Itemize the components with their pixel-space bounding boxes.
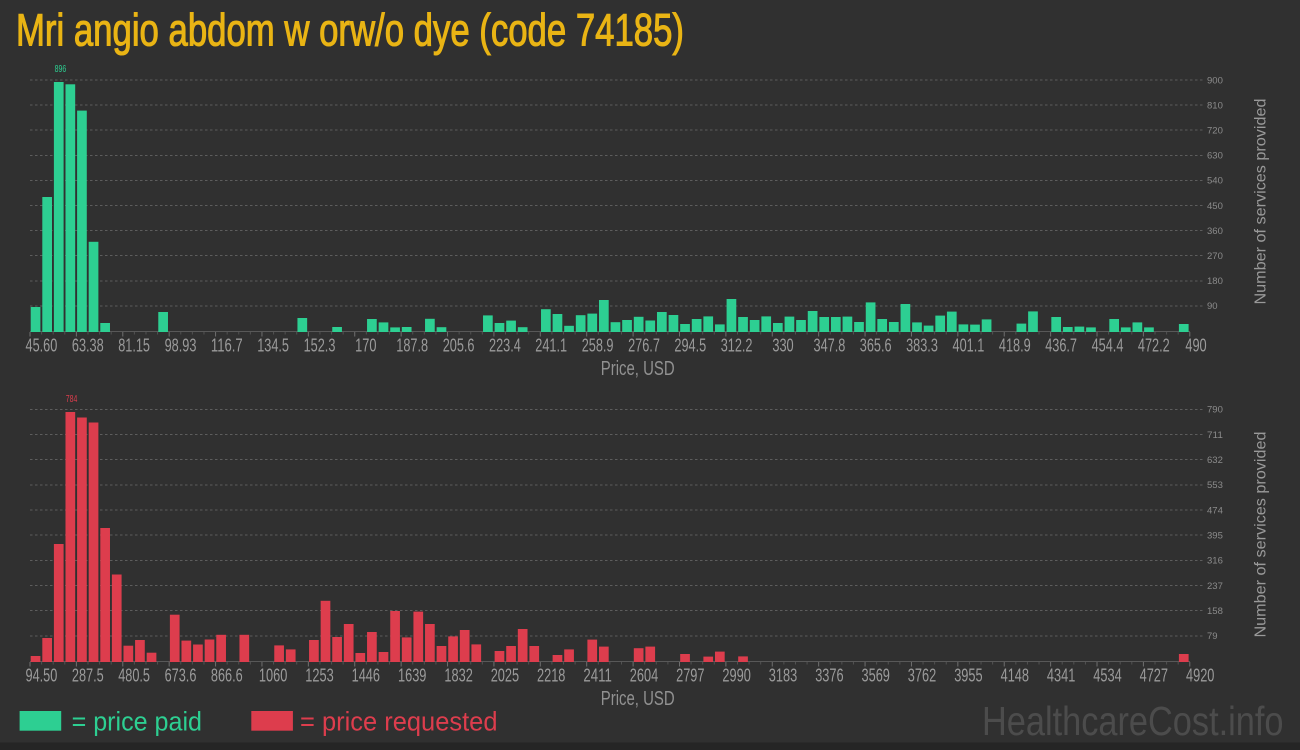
svg-text:187.8: 187.8 bbox=[396, 334, 428, 355]
svg-text:270: 270 bbox=[1207, 251, 1223, 262]
svg-text:237: 237 bbox=[1207, 581, 1223, 592]
svg-text:258.9: 258.9 bbox=[582, 334, 614, 355]
svg-text:365.6: 365.6 bbox=[860, 334, 892, 355]
svg-text:436.7: 436.7 bbox=[1045, 334, 1077, 355]
svg-text:553: 553 bbox=[1207, 480, 1223, 491]
svg-text:673.6: 673.6 bbox=[165, 664, 197, 685]
svg-text:790: 790 bbox=[1207, 405, 1223, 416]
svg-text:98.93: 98.93 bbox=[165, 334, 197, 355]
svg-text:630: 630 bbox=[1207, 151, 1223, 162]
svg-text:3376: 3376 bbox=[815, 664, 843, 685]
svg-text:3569: 3569 bbox=[862, 664, 890, 685]
svg-text:4341: 4341 bbox=[1047, 664, 1075, 685]
svg-text:2604: 2604 bbox=[630, 664, 658, 685]
svg-text:Price, USD: Price, USD bbox=[601, 357, 675, 380]
svg-text:472.2: 472.2 bbox=[1138, 334, 1170, 355]
svg-text:347.8: 347.8 bbox=[814, 334, 846, 355]
svg-text:2990: 2990 bbox=[722, 664, 750, 685]
svg-text:3183: 3183 bbox=[769, 664, 797, 685]
svg-text:94.50: 94.50 bbox=[26, 664, 58, 685]
svg-text:Price, USD: Price, USD bbox=[601, 687, 675, 710]
svg-text:3762: 3762 bbox=[908, 664, 936, 685]
svg-text:287.5: 287.5 bbox=[72, 664, 104, 685]
svg-text:720: 720 bbox=[1207, 126, 1223, 137]
svg-text:4534: 4534 bbox=[1093, 664, 1121, 685]
svg-text:= price requested: = price requested bbox=[300, 707, 498, 737]
svg-text:81.15: 81.15 bbox=[118, 334, 150, 355]
svg-text:4727: 4727 bbox=[1140, 664, 1168, 685]
svg-text:784: 784 bbox=[66, 393, 78, 405]
svg-text:896: 896 bbox=[55, 63, 67, 75]
svg-text:90: 90 bbox=[1207, 301, 1218, 312]
svg-text:316: 316 bbox=[1207, 556, 1223, 567]
svg-text:330: 330 bbox=[772, 334, 793, 355]
svg-text:116.7: 116.7 bbox=[211, 334, 243, 355]
svg-text:2025: 2025 bbox=[491, 664, 519, 685]
svg-text:276.7: 276.7 bbox=[628, 334, 660, 355]
svg-text:2218: 2218 bbox=[537, 664, 565, 685]
svg-text:205.6: 205.6 bbox=[443, 334, 475, 355]
svg-text:134.5: 134.5 bbox=[257, 334, 289, 355]
svg-text:360: 360 bbox=[1207, 226, 1223, 237]
svg-text:1446: 1446 bbox=[352, 664, 380, 685]
svg-text:474: 474 bbox=[1207, 505, 1223, 516]
svg-text:418.9: 418.9 bbox=[999, 334, 1031, 355]
svg-text:4148: 4148 bbox=[1001, 664, 1029, 685]
svg-text:711: 711 bbox=[1207, 430, 1223, 441]
svg-text:632: 632 bbox=[1207, 455, 1223, 466]
svg-text:241.1: 241.1 bbox=[535, 334, 567, 355]
svg-text:2411: 2411 bbox=[583, 664, 611, 685]
svg-text:450: 450 bbox=[1207, 201, 1223, 212]
svg-text:866.6: 866.6 bbox=[211, 664, 243, 685]
svg-text:312.2: 312.2 bbox=[721, 334, 753, 355]
svg-text:Number of services provided: Number of services provided bbox=[1253, 432, 1270, 638]
svg-text:170: 170 bbox=[355, 334, 376, 355]
svg-text:3955: 3955 bbox=[954, 664, 982, 685]
svg-text:158: 158 bbox=[1207, 606, 1223, 617]
svg-text:= price paid: = price paid bbox=[72, 707, 202, 737]
svg-text:152.3: 152.3 bbox=[304, 334, 336, 355]
svg-text:63.38: 63.38 bbox=[72, 334, 104, 355]
svg-text:401.1: 401.1 bbox=[953, 334, 985, 355]
svg-text:180: 180 bbox=[1207, 276, 1223, 287]
svg-text:1253: 1253 bbox=[305, 664, 333, 685]
svg-text:383.3: 383.3 bbox=[906, 334, 938, 355]
svg-text:2797: 2797 bbox=[676, 664, 704, 685]
svg-text:294.5: 294.5 bbox=[674, 334, 706, 355]
svg-text:4920: 4920 bbox=[1186, 664, 1214, 685]
svg-text:79: 79 bbox=[1207, 631, 1218, 642]
svg-text:1832: 1832 bbox=[444, 664, 472, 685]
svg-text:395: 395 bbox=[1207, 531, 1223, 542]
svg-text:540: 540 bbox=[1207, 176, 1223, 187]
svg-text:1060: 1060 bbox=[259, 664, 287, 685]
svg-text:HealthcareCost.info: HealthcareCost.info bbox=[982, 698, 1284, 744]
svg-text:223.4: 223.4 bbox=[489, 334, 521, 355]
svg-text:490: 490 bbox=[1185, 334, 1206, 355]
svg-text:Mri angio abdom w orw/o dye (c: Mri angio abdom w orw/o dye (code 74185) bbox=[16, 5, 684, 56]
svg-text:810: 810 bbox=[1207, 100, 1223, 111]
svg-text:1639: 1639 bbox=[398, 664, 426, 685]
svg-text:900: 900 bbox=[1207, 75, 1223, 86]
svg-text:480.5: 480.5 bbox=[118, 664, 150, 685]
svg-text:454.4: 454.4 bbox=[1092, 334, 1124, 355]
svg-text:45.60: 45.60 bbox=[26, 334, 58, 355]
svg-text:Number of services provided: Number of services provided bbox=[1253, 99, 1270, 305]
